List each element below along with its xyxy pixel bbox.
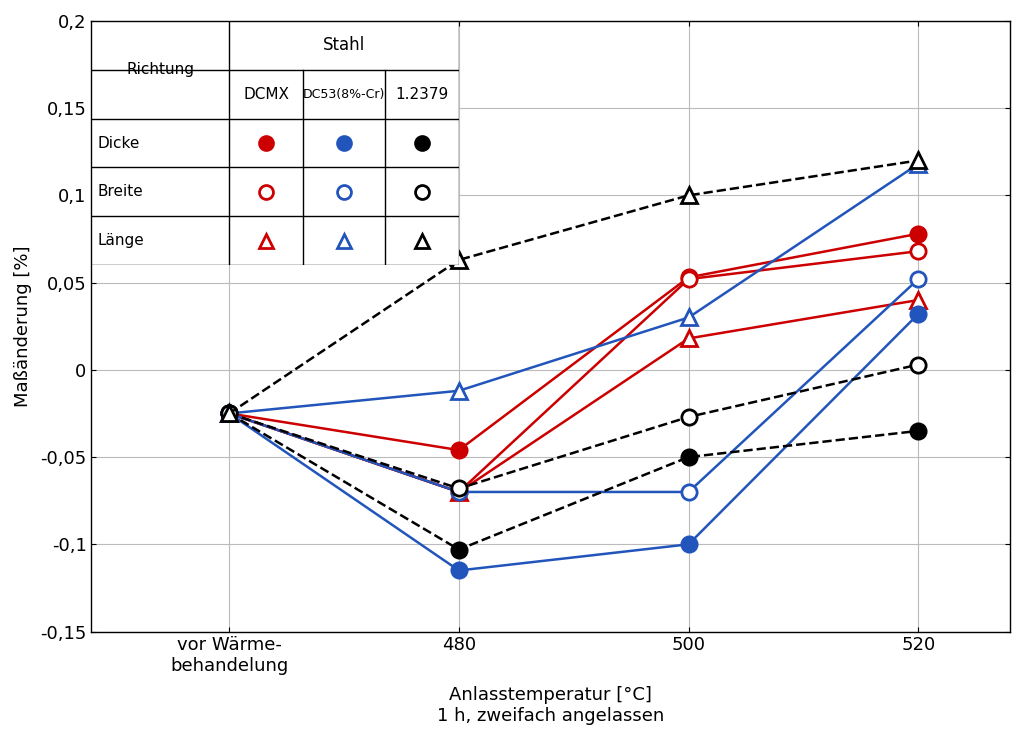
X-axis label: Anlasstemperatur [°C]
1 h, zweifach angelassen: Anlasstemperatur [°C] 1 h, zweifach ange…: [437, 687, 665, 725]
Y-axis label: Maßänderung [%]: Maßänderung [%]: [14, 245, 32, 407]
